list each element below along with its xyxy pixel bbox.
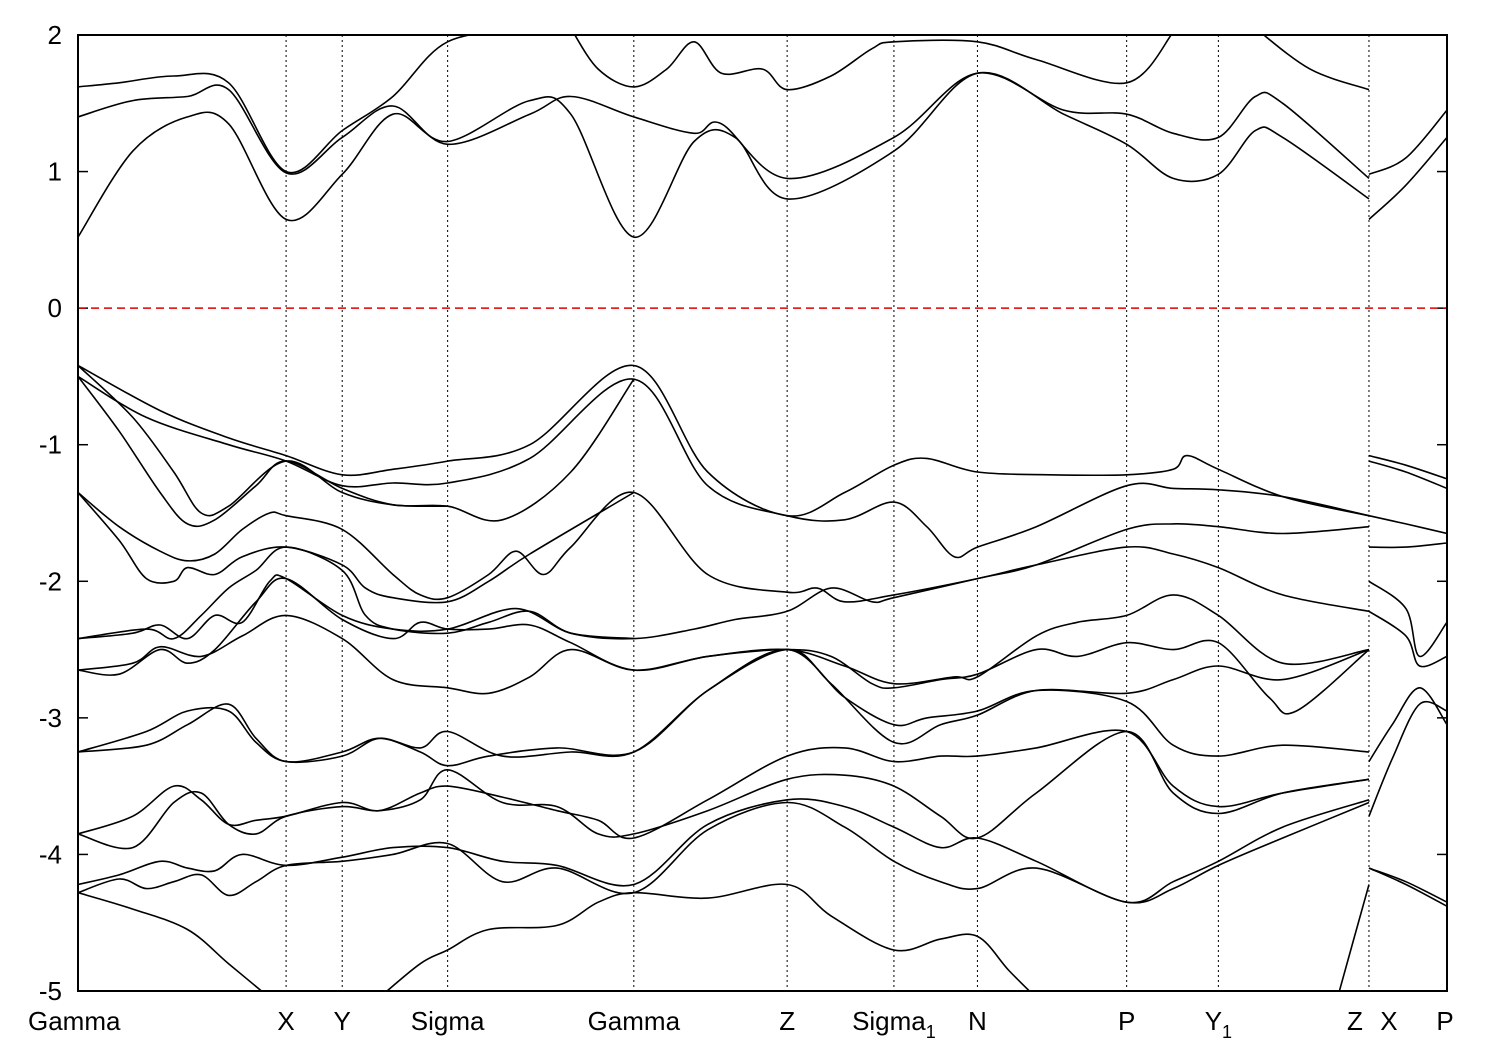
y-tick-label: -3: [39, 703, 62, 733]
band-line: [78, 491, 1370, 613]
band-line: [1368, 700, 1447, 817]
band-line: [78, 648, 1370, 767]
band-line: [1368, 867, 1447, 908]
band-line: [1368, 542, 1447, 549]
band-line: [1368, 136, 1447, 220]
x-tick-label: Gamma: [28, 1006, 121, 1036]
y-tick-label: 1: [48, 157, 62, 187]
band-line: [78, 730, 1370, 850]
plot-frame: [77, 34, 1448, 992]
y-tick-label: 2: [48, 20, 62, 50]
band-line: [1368, 460, 1447, 490]
band-line: [78, 891, 263, 991]
x-tick-label: Y: [334, 1006, 351, 1036]
band-line: [1338, 884, 1370, 991]
x-tick-label: P: [1118, 1006, 1135, 1036]
band-line: [1368, 610, 1447, 668]
x-tick-label: Sigma1: [852, 1006, 936, 1042]
x-tick-label: P: [1436, 1006, 1453, 1036]
y-tick-label: -4: [39, 839, 62, 869]
band-line: [78, 648, 1370, 764]
band-line: [573, 35, 1173, 91]
x-tick-label: Sigma: [411, 1006, 485, 1036]
band-line: [1262, 35, 1370, 91]
band-line: [1368, 454, 1447, 480]
y-axis-ticks: -5 -4 -3 -2 -1 0 1 2: [39, 20, 1447, 1006]
x-axis-ticks: Gamma X Y Sigma Gamma Z Sigma1 N P Y1 Z X P: [28, 35, 1454, 1042]
band-group: [78, 35, 1447, 991]
band-line: [78, 364, 448, 517]
band-line: [78, 614, 1370, 715]
band-line: [78, 72, 1370, 180]
band-line: [1368, 109, 1447, 176]
band-line: [78, 546, 634, 640]
y-tick-label: 0: [48, 293, 62, 323]
band-line: [78, 523, 1370, 640]
band-line: [1368, 580, 1447, 658]
x-tick-label: N: [968, 1006, 987, 1036]
x-tick-label: Z: [1347, 1006, 1363, 1036]
y-tick-label: -2: [39, 566, 62, 596]
band-line: [78, 35, 474, 174]
x-tick-label: X: [1380, 1006, 1397, 1036]
x-tick-label: Gamma: [588, 1006, 681, 1036]
y-tick-label: -1: [39, 430, 62, 460]
band-lines: [78, 35, 1447, 991]
y-tick-label: -5: [39, 976, 62, 1006]
band-line: [385, 883, 1031, 991]
x-tick-label: Z: [779, 1006, 795, 1036]
x-tick-label: X: [277, 1006, 294, 1036]
band-line: [1368, 514, 1447, 535]
x-tick-label: Y1: [1205, 1006, 1232, 1042]
band-line: [78, 71, 1370, 238]
